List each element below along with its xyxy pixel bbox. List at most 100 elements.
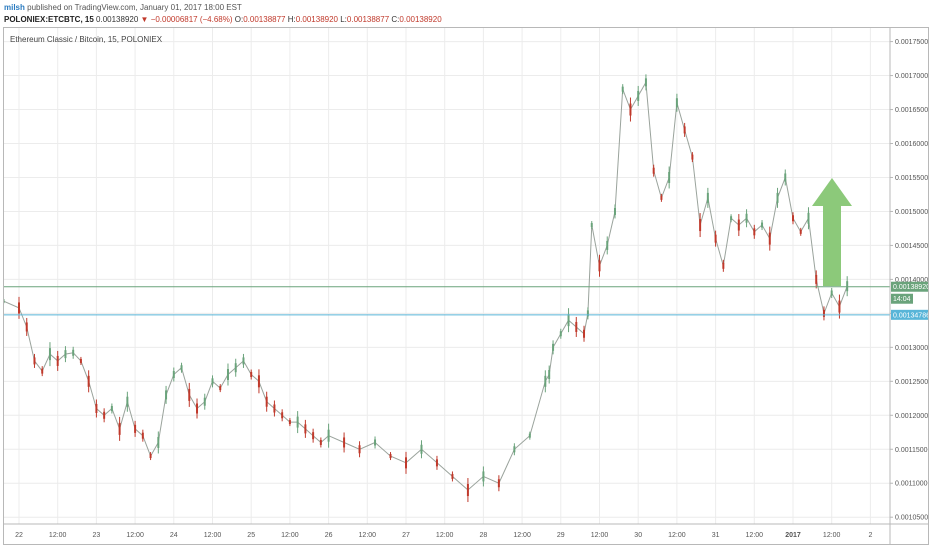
x-tick-label: 12:00 <box>359 532 377 539</box>
candle-body <box>513 446 516 453</box>
candle-body <box>327 429 330 442</box>
candle-body <box>234 363 237 373</box>
candle-body <box>586 310 589 317</box>
x-tick-label: 12:00 <box>126 532 144 539</box>
high-value: 0.00138920 <box>295 15 338 24</box>
x-tick-label: 12:00 <box>204 532 222 539</box>
candle-body <box>48 348 51 361</box>
y-tick-label: 0.00115000 <box>895 447 928 454</box>
x-tick-label: 12:00 <box>746 532 764 539</box>
candle-body <box>668 171 671 183</box>
candle-body <box>683 126 686 134</box>
x-axis[interactable]: 22 12:00 23 12:00 24 12:00 25 12:00 26 12:00 27 12:… <box>15 532 872 539</box>
x-tick-label: 12:00 <box>49 532 67 539</box>
candle-body <box>583 329 586 338</box>
candle-body <box>257 375 260 388</box>
candle-body <box>846 281 849 292</box>
candle-body <box>141 432 144 439</box>
candle-body <box>761 222 764 228</box>
down-arrow-icon: ▼ <box>140 15 149 24</box>
y-tick-label: 0.00105000 <box>895 515 928 522</box>
publish-text: published on TradingView.com, January 01… <box>27 3 242 12</box>
candle-body <box>33 357 36 365</box>
candle-body <box>149 454 152 459</box>
candle-body <box>312 432 315 440</box>
x-tick-label: 12:00 <box>513 532 531 539</box>
candle-body <box>18 302 20 314</box>
candle-body <box>621 86 624 92</box>
candle-body <box>165 390 168 400</box>
candle-body <box>629 103 632 116</box>
candle-body <box>288 420 291 425</box>
candle-body <box>226 369 229 381</box>
candle-body <box>343 437 346 448</box>
x-tick-label: 12:00 <box>436 532 454 539</box>
author-link[interactable]: milsh <box>4 3 25 12</box>
x-tick-label: 2017 <box>785 532 801 539</box>
up-arrow-shape <box>812 178 852 286</box>
open-label: O: <box>234 15 244 24</box>
candle-body <box>745 213 748 223</box>
candle-body <box>265 396 268 407</box>
candle-body <box>548 370 551 380</box>
candle-body <box>822 309 825 317</box>
candle-body <box>389 454 392 459</box>
open-value: 0.00138877 <box>243 15 286 24</box>
candle-body <box>250 372 253 378</box>
close-label: C: <box>391 15 400 24</box>
candle-body <box>552 343 555 351</box>
horizontal-lines <box>4 286 890 316</box>
price-series <box>4 74 849 503</box>
candle-body <box>87 375 90 387</box>
candle-body <box>544 375 547 387</box>
chart-header: milsh published on TradingView.com, Janu… <box>0 0 932 26</box>
candle-body <box>296 416 299 428</box>
candle-body <box>466 484 469 497</box>
candle-body <box>304 424 307 434</box>
x-tick-label: 22 <box>15 532 23 539</box>
candle-body <box>319 439 322 445</box>
candle-body <box>118 422 121 435</box>
candle-body <box>613 207 616 215</box>
candle-body <box>598 260 601 272</box>
candle-body <box>706 192 709 203</box>
candle-body <box>699 219 702 232</box>
x-tick-label: 28 <box>480 532 488 539</box>
grid-lines <box>4 28 890 524</box>
candle-body <box>714 234 717 243</box>
candle-body <box>56 355 59 366</box>
candle-body <box>799 229 802 234</box>
candle-body <box>435 459 438 467</box>
countdown-tag <box>891 293 913 304</box>
candle-body <box>188 388 191 401</box>
candle-body <box>575 321 578 332</box>
x-tick-label: 25 <box>247 532 255 539</box>
candle-body <box>25 322 28 332</box>
candle-body <box>792 215 794 222</box>
candle-body <box>273 404 276 413</box>
candle-body <box>753 228 756 236</box>
candle-body <box>242 357 245 365</box>
up-arrow-icon <box>812 178 852 286</box>
candle-body <box>606 240 609 250</box>
price-change: −0.00006817 (−4.68%) <box>150 15 233 24</box>
x-tick-label: 29 <box>557 532 565 539</box>
candle-body <box>722 262 725 269</box>
candle-body <box>420 444 423 454</box>
candle-body <box>172 371 175 379</box>
x-tick-label: 31 <box>712 532 720 539</box>
candle-body <box>737 219 740 231</box>
x-tick-label: 23 <box>93 532 101 539</box>
low-value: 0.00138877 <box>346 15 390 24</box>
x-tick-label: 12:00 <box>281 532 299 539</box>
candle-body <box>196 403 199 414</box>
